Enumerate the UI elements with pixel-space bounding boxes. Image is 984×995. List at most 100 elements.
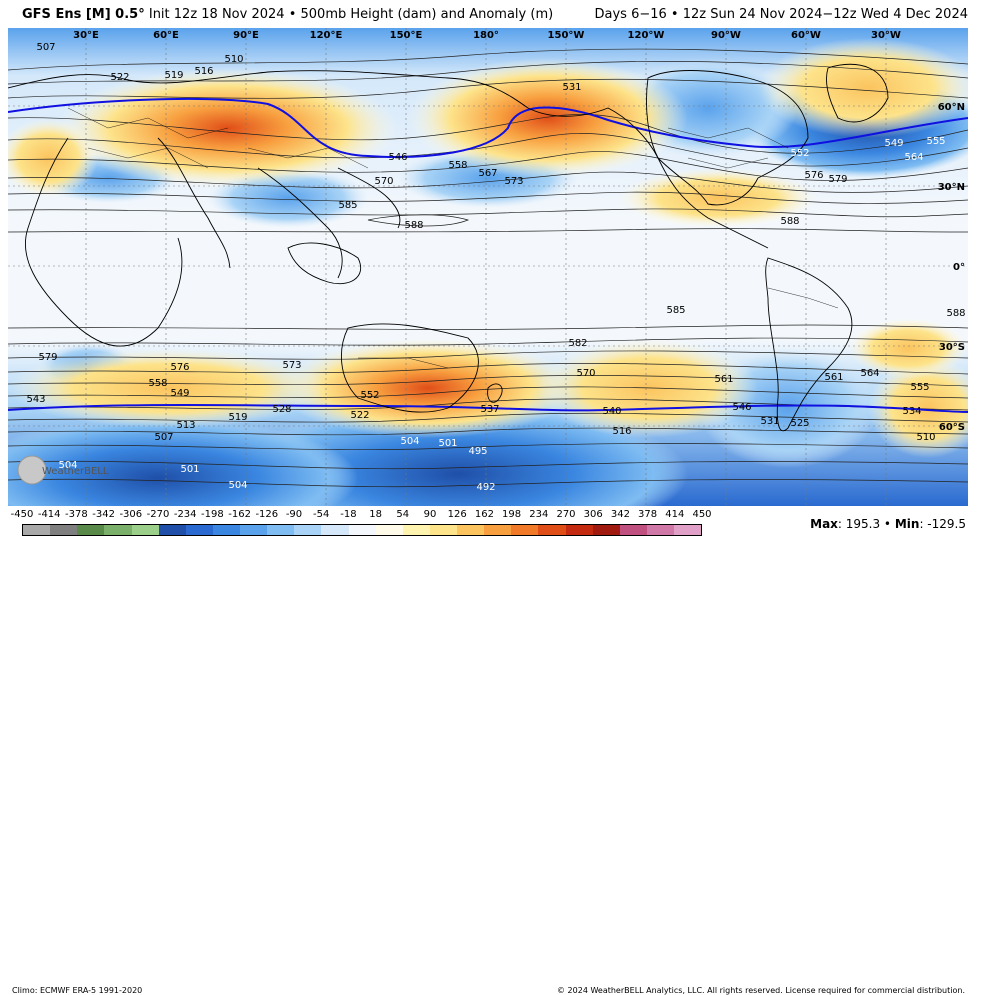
colorbar-tick-label: -234 [173, 509, 197, 520]
colorbar-swatch [511, 525, 539, 535]
colorbar-swatch [185, 525, 213, 535]
contour-label: 516 [194, 66, 213, 77]
colorbar-strip [22, 524, 702, 536]
contour-label: 555 [926, 136, 945, 147]
contour-label: 510 [224, 54, 243, 65]
contour-label: 573 [282, 360, 301, 371]
contour-label: 567 [478, 168, 497, 179]
colorbar-swatch [50, 525, 78, 535]
lon-label-120e: 120°E [310, 30, 343, 41]
latitude-labels: 60°N 30°N 0° 30°S 60°S [938, 102, 965, 433]
reference-contour [8, 97, 968, 413]
lon-label-180: 180° [473, 30, 499, 41]
init-time: Init 12z 18 Nov 2024 [148, 7, 285, 22]
colorbar-swatch [23, 525, 51, 535]
contour-label: 570 [374, 176, 393, 187]
max-label: Max [810, 517, 838, 531]
contour-label: 555 [910, 382, 929, 393]
contour-label: 504 [400, 436, 419, 447]
contour-label: 531 [760, 416, 779, 427]
colorbar-swatch [538, 525, 566, 535]
contour-label: 561 [824, 372, 843, 383]
colorbar-swatch [267, 525, 295, 535]
colorbar-tick-label: 414 [665, 509, 685, 520]
colorbar-tick-labels: -450 -414 -378 -342 -306 -270 -234 -198 -162 -126… [11, 509, 712, 523]
degree-symbol: ° [138, 7, 145, 22]
political-borders [67, 107, 839, 369]
lat-label-30n: 30°N [938, 182, 965, 193]
title-bullet: • [288, 7, 297, 22]
contour-label: 585 [666, 305, 685, 316]
lon-label-30w: 30°W [871, 30, 901, 41]
contour-label: 522 [350, 410, 369, 421]
contour-label: 519 [228, 412, 247, 423]
anomaly-colorbar: -450 -414 -378 -342 -306 -270 -234 -198 -162 -126… [11, 509, 712, 545]
contour-labels-white: 504 501 495 492 504 501 504 549 555 564 … [58, 136, 945, 493]
colorbar-swatch [348, 525, 376, 535]
contour-label: 543 [26, 394, 45, 405]
min-value: : -129.5 [919, 517, 966, 531]
min-label: Min [894, 517, 920, 531]
colorbar-tick-label: -198 [201, 509, 224, 520]
lon-label-90w: 90°W [711, 30, 741, 41]
lon-label-150e: 150°E [390, 30, 423, 41]
colorbar-swatch [158, 525, 186, 535]
lon-label-30e: 30°E [73, 30, 99, 41]
contour-label: 537 [480, 404, 499, 415]
contour-label: 582 [568, 338, 587, 349]
contour-label: 513 [176, 420, 195, 431]
colorbar-swatch [294, 525, 322, 535]
contour-label: 525 [790, 418, 809, 429]
contour-label: 546 [388, 152, 407, 163]
colorbar-swatch [131, 525, 159, 535]
valid-time: Days 6−16 • 12z Sun 24 Nov 2024−12z Wed … [595, 7, 969, 22]
colorbar-swatch [674, 525, 702, 535]
lon-label-60w: 60°W [791, 30, 821, 41]
colorbar-tick-label: 306 [583, 509, 603, 520]
lat-label-30s: 30°S [939, 342, 965, 353]
forecast-days: Days 6−16 [594, 7, 667, 22]
colorbar-swatch [565, 525, 593, 535]
contour-label: 576 [170, 362, 189, 373]
contour-label: 522 [110, 72, 129, 83]
contour-label: 561 [714, 374, 733, 385]
product-name: 500mb Height (dam) and Anomaly (m) [300, 7, 554, 22]
contour-label: 564 [904, 152, 923, 163]
contour-label: 549 [884, 138, 903, 149]
colorbar-tick-label: 90 [423, 509, 437, 520]
colorbar-tick-label: 342 [610, 509, 630, 520]
map-credits: Climo: ECMWF ERA-5 1991-2020 © 2024 Weat… [0, 492, 984, 995]
colorbar-swatch [402, 525, 430, 535]
contour-label: 552 [790, 148, 809, 159]
height-contours [8, 48, 968, 488]
anomaly-map: 30°E 60°E 90°E 120°E 150°E 180° 150°W 12… [8, 28, 968, 506]
colorbar-tick-label: 450 [692, 509, 712, 520]
contour-label: 558 [148, 378, 167, 389]
lat-label-60n: 60°N [938, 102, 965, 113]
contour-label: 507 [36, 42, 55, 53]
colorbar-swatch [592, 525, 620, 535]
colorbar-tick-label: -414 [37, 509, 61, 520]
contour-label: 546 [732, 402, 751, 413]
colorbar-tick-label: -54 [313, 509, 330, 520]
contour-label: 552 [360, 390, 379, 401]
colorbar-tick-label: -306 [119, 509, 143, 520]
coastlines [8, 63, 889, 432]
colorbar-tick-label: -126 [255, 509, 279, 520]
longitude-labels: 30°E 60°E 90°E 120°E 150°E 180° 150°W 12… [73, 30, 901, 41]
contour-label: 531 [562, 82, 581, 93]
colorbar-swatch [321, 525, 349, 535]
colorbar-swatch [619, 525, 647, 535]
colorbar-swatch [646, 525, 674, 535]
valid-range: 12z Sun 24 Nov 2024−12z Wed 4 Dec 2024 [682, 7, 968, 22]
colorbar-tick-label: -162 [228, 509, 251, 520]
colorbar-tick-label: 198 [502, 509, 522, 520]
copyright-note: © 2024 WeatherBELL Analytics, LLC. All r… [554, 986, 968, 995]
contour-label: 516 [612, 426, 631, 437]
contour-label: 588 [780, 216, 799, 227]
climo-note: Climo: ECMWF ERA-5 1991-2020 [9, 986, 146, 995]
contour-label: 588 [946, 308, 965, 319]
contour-label: 564 [860, 368, 879, 379]
contour-label: 579 [38, 352, 57, 363]
lat-label-0: 0° [953, 262, 965, 273]
